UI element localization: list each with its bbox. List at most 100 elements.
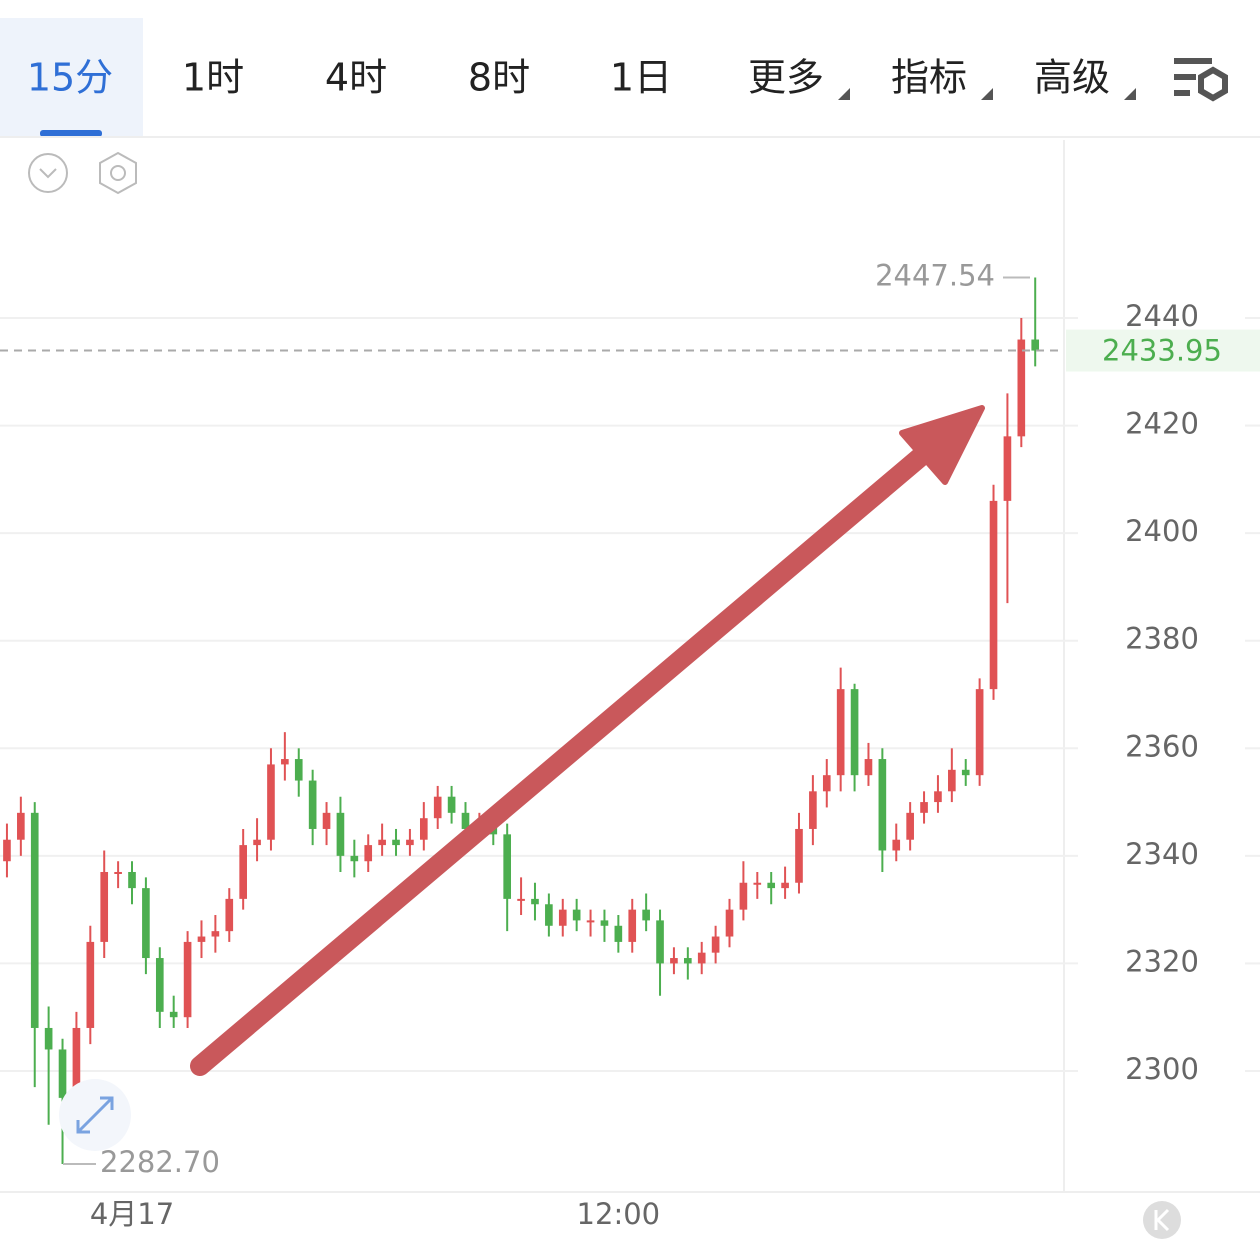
candle-body	[419, 818, 428, 840]
candle-body	[433, 796, 442, 819]
candle-body	[989, 500, 998, 690]
candle-body	[517, 898, 525, 901]
trend-arrow	[190, 405, 985, 1076]
candle-body	[169, 1011, 178, 1018]
settings-icon[interactable]	[1174, 58, 1228, 102]
last-price-label: 2433.95	[1102, 334, 1222, 368]
candle-body	[753, 882, 762, 885]
candle-body	[100, 871, 109, 942]
candle-body	[795, 828, 803, 883]
candle-body	[864, 759, 873, 776]
active-tab-bg	[0, 18, 143, 137]
button-bg	[1143, 1201, 1181, 1239]
y-tick-label: 2440	[1125, 299, 1199, 333]
tab[interactable]: 8时	[468, 56, 530, 100]
dropdown[interactable]: 更多	[748, 56, 824, 100]
chart-settings-icon[interactable]	[99, 151, 137, 195]
candle-body	[267, 764, 275, 840]
candle-body	[558, 909, 567, 926]
dropdown[interactable]: 指标	[891, 56, 967, 100]
candle-body	[253, 839, 261, 846]
candle-body	[572, 909, 581, 921]
candle-body	[211, 931, 220, 937]
candle-body	[878, 759, 887, 851]
candle-body	[948, 769, 956, 792]
candle-body	[656, 920, 664, 964]
grid: 2300 2320 2340 2360 2380 2400 2420 2440 4月17 12:0…	[0, 299, 1260, 1231]
icon-hex	[99, 151, 137, 195]
candle-body	[322, 812, 331, 829]
candle-body	[336, 812, 345, 856]
candle-body	[961, 769, 970, 776]
expand-glyph	[76, 1096, 114, 1134]
icon-hex	[1198, 66, 1228, 102]
candle-body	[86, 941, 95, 1028]
candle-body	[628, 909, 637, 942]
candles	[3, 277, 1040, 1165]
candle-body	[822, 775, 831, 792]
candle-body	[128, 871, 136, 889]
candle-body	[503, 834, 512, 899]
last-price-box	[1066, 329, 1260, 372]
collapse-icon[interactable]	[28, 153, 68, 193]
arrow-head	[899, 405, 985, 485]
y-tick-label: 2380	[1125, 622, 1199, 656]
tab[interactable]: 1时	[182, 56, 244, 100]
overlay: 2433.95 2447.54 2282.70	[0, 258, 1260, 1179]
active-tab-underline	[40, 130, 102, 137]
candle-body	[58, 1049, 67, 1098]
y-tick-label: 2360	[1125, 729, 1199, 763]
expand-button[interactable]	[59, 1079, 131, 1151]
candle-body	[461, 812, 470, 829]
candle-body	[739, 882, 748, 910]
candle-body	[114, 871, 122, 874]
tab[interactable]: 1日	[610, 56, 672, 100]
candle-body	[892, 839, 901, 851]
candle-body	[725, 909, 734, 937]
icon-bar	[1174, 74, 1196, 80]
candle-body	[142, 888, 150, 959]
y-tick-label: 2400	[1125, 514, 1199, 548]
icon-chevron	[39, 168, 57, 179]
y-tick-label: 2300	[1125, 1052, 1199, 1086]
tab[interactable]: 4时	[325, 56, 387, 100]
candle-body	[239, 845, 247, 899]
candle-body	[406, 839, 414, 846]
dropdown-caret	[838, 88, 850, 100]
candle-body	[920, 802, 928, 813]
candle-body	[975, 689, 984, 776]
candle-body	[697, 952, 706, 964]
k-glyph	[1154, 1208, 1170, 1232]
tab[interactable]: 15分	[27, 56, 113, 100]
candle-body	[781, 882, 789, 889]
candle-body	[906, 812, 914, 840]
dropdown-caret	[981, 88, 993, 100]
candle-body	[350, 855, 359, 862]
candle-body	[225, 898, 234, 932]
candle-body	[586, 920, 595, 923]
candle-body	[155, 958, 164, 1012]
dropdown-caret	[1124, 88, 1136, 100]
candle-body	[197, 936, 206, 942]
candle-body	[614, 925, 623, 942]
candle-body	[364, 845, 373, 862]
icon-bar	[1174, 58, 1212, 64]
y-tick-label: 2320	[1125, 944, 1199, 978]
candle-body	[281, 759, 289, 765]
kline-button[interactable]	[1143, 1201, 1181, 1239]
candle-body	[531, 898, 539, 905]
candle-body	[600, 920, 609, 926]
x-tick-label: 12:00	[577, 1197, 661, 1231]
y-tick-label: 2340	[1125, 837, 1199, 871]
candle-body	[809, 791, 817, 829]
candle-body	[3, 839, 11, 862]
candle-body	[684, 958, 692, 964]
candle-body	[17, 812, 25, 840]
y-tick-label: 2420	[1125, 407, 1199, 441]
dropdown[interactable]: 高级	[1034, 56, 1110, 100]
candle-body	[72, 1027, 81, 1098]
icon-dot	[110, 165, 126, 181]
candle-body	[1017, 339, 1026, 437]
